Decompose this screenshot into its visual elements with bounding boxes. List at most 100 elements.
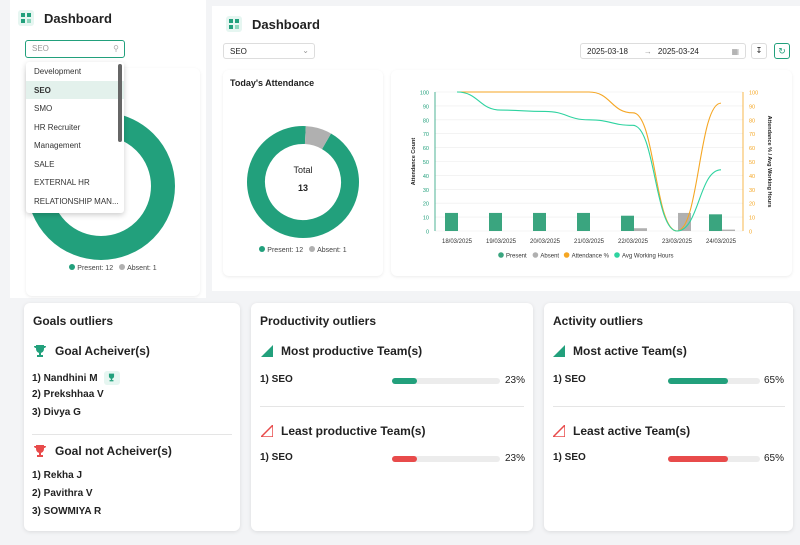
most-active-heading: Most active Team(s) bbox=[553, 344, 687, 358]
goal-achievers-heading: Goal Acheiver(s) bbox=[33, 344, 150, 358]
signal-up-icon bbox=[553, 345, 565, 357]
legend-present-label: Present: 12 bbox=[267, 247, 304, 254]
dropdown-option[interactable]: EXTERNAL HR bbox=[34, 178, 90, 187]
attendance-trend-chart-card: 0 0 10 10 20 20 30 30 40 40 50 50 60 60 70 70 80 80 90 90 10… bbox=[391, 70, 792, 276]
bar-present bbox=[533, 212, 546, 231]
y2-tick-label: 0 bbox=[749, 230, 752, 236]
dashboard-logo-icon bbox=[18, 10, 34, 26]
y2-tick-label: 100 bbox=[749, 91, 758, 97]
activity-title: Activity outliers bbox=[553, 314, 644, 328]
non-achievers-title-text: Goal not Acheiver(s) bbox=[55, 444, 172, 458]
non-achiever-3: 3) SOWMIYA R bbox=[32, 506, 102, 517]
x-tick-label: 20/03/2025 bbox=[530, 239, 561, 245]
dropdown-option[interactable]: RELATIONSHIP MAN... bbox=[34, 196, 119, 206]
x-tick-label: 19/03/2025 bbox=[486, 239, 517, 245]
legend-dot bbox=[563, 252, 570, 258]
attendance-title: Today's Attendance bbox=[230, 78, 315, 88]
dropdown-option[interactable]: HR Recruiter bbox=[34, 122, 81, 132]
dashboard-logo-icon bbox=[226, 16, 242, 32]
most-active-bar bbox=[668, 378, 760, 384]
most-productive-bar-fill bbox=[392, 378, 417, 384]
dropdown-scrollbar[interactable] bbox=[118, 64, 122, 142]
divider bbox=[32, 434, 232, 435]
trophy-icon bbox=[34, 345, 46, 357]
y-tick-label: 40 bbox=[423, 174, 429, 180]
least-productive-bar-fill bbox=[392, 456, 417, 462]
date-from: 2025-03-18 bbox=[587, 46, 628, 56]
productivity-title: Productivity outliers bbox=[260, 314, 377, 328]
team-select[interactable]: SEO ⌄ bbox=[223, 43, 315, 59]
left-title-text: Dashboard bbox=[44, 10, 112, 26]
productivity-outliers-card: Productivity outliers Most productive Te… bbox=[251, 303, 533, 531]
date-to: 2025-03-24 bbox=[657, 46, 699, 56]
divider bbox=[553, 406, 785, 407]
donut-present-slice bbox=[247, 126, 359, 238]
y-tick-label: 100 bbox=[420, 91, 429, 97]
signal-down-icon bbox=[553, 425, 565, 437]
todays-attendance-card: Today's Attendance Total 13 Present: 12 … bbox=[223, 70, 383, 276]
left-legend-absent: Absent: 1 bbox=[127, 265, 157, 272]
legend-label: Attendance % bbox=[572, 254, 610, 260]
y2-tick-label: 50 bbox=[749, 160, 755, 166]
legend-dot bbox=[614, 252, 620, 258]
left-dashboard-title: Dashboard bbox=[18, 10, 112, 26]
y2-tick-label: 40 bbox=[749, 174, 755, 180]
least-active-bar-fill bbox=[668, 456, 728, 462]
signal-up-icon bbox=[261, 345, 273, 357]
y-axis-label: Attendance Count bbox=[411, 138, 417, 186]
refresh-icon: ↻ bbox=[778, 46, 786, 56]
chevron-down-icon: ⌄ bbox=[302, 46, 309, 55]
x-tick-label: 24/03/2025 bbox=[706, 239, 737, 245]
legend-label: Present bbox=[506, 254, 527, 260]
signal-down-icon bbox=[261, 425, 273, 437]
team-search-input[interactable]: SEO ⚲ bbox=[25, 40, 125, 58]
bar-present bbox=[621, 215, 634, 231]
main-dashboard-title: Dashboard bbox=[226, 16, 320, 32]
x-tick-label: 18/03/2025 bbox=[442, 239, 473, 245]
activity-outliers-card: Activity outliers Most active Team(s) 1)… bbox=[544, 303, 793, 531]
calendar-icon: ▦ bbox=[731, 46, 739, 56]
bar-present bbox=[489, 212, 502, 231]
least-productive-heading: Least productive Team(s) bbox=[261, 424, 425, 438]
attendance-trend-chart: 0 0 10 10 20 20 30 30 40 40 50 50 60 60 70 70 80 80 90 90 10… bbox=[411, 91, 772, 260]
team-dropdown[interactable]: Development SEO SMO HR Recruiter Management S… bbox=[26, 62, 124, 213]
bar-present bbox=[577, 212, 590, 231]
chart-legend: Present Absent Attendance % Avg Working Hou… bbox=[498, 252, 673, 260]
attendance-legend: Present: 12 Absent: 1 bbox=[223, 246, 383, 254]
bar-present bbox=[445, 212, 458, 231]
y-tick-label: 70 bbox=[423, 132, 429, 138]
team-search-value: SEO bbox=[32, 44, 49, 53]
goals-title: Goals outliers bbox=[33, 314, 114, 328]
refresh-button[interactable]: ↻ bbox=[774, 43, 790, 59]
trophy-badge-icon bbox=[103, 371, 120, 385]
legend-absent-label: Absent: 1 bbox=[317, 247, 347, 254]
dropdown-option[interactable]: SMO bbox=[34, 104, 53, 113]
dropdown-option[interactable]: Development bbox=[34, 67, 82, 76]
left-legend: Present: 12 Absent: 1 bbox=[26, 264, 200, 272]
donut-center-value: 13 bbox=[298, 183, 308, 193]
least-active-pct: 65% bbox=[764, 453, 785, 464]
most-productive-heading: Most productive Team(s) bbox=[261, 344, 422, 358]
most-active-pct: 65% bbox=[764, 375, 785, 386]
most-productive-bar bbox=[392, 378, 500, 384]
y-tick-label: 50 bbox=[423, 160, 429, 166]
y2-tick-label: 10 bbox=[749, 216, 755, 222]
date-arrow: → bbox=[643, 46, 652, 56]
y2-tick-label: 60 bbox=[749, 146, 755, 152]
divider bbox=[260, 406, 524, 407]
y-tick-label: 30 bbox=[423, 188, 429, 194]
dropdown-option[interactable]: SEO bbox=[26, 80, 124, 99]
most-active-team: 1) SEO bbox=[553, 374, 586, 385]
left-legend-present: Present: 12 bbox=[77, 265, 114, 272]
most-productive-pct: 23% bbox=[505, 375, 526, 386]
goals-outliers-card: Goals outliers Goal Acheiver(s) 1) Nandh… bbox=[24, 303, 240, 531]
dropdown-option[interactable]: SALE bbox=[34, 159, 55, 169]
y-tick-label: 0 bbox=[426, 230, 429, 236]
non-achiever-2: 2) Pavithra V bbox=[32, 488, 93, 499]
most-active-bar-fill bbox=[668, 378, 728, 384]
date-range-picker[interactable]: 2025-03-18 → 2025-03-24 ▦ bbox=[580, 43, 746, 59]
y2-axis-label: Attendance % / Avg Working Hours bbox=[766, 116, 772, 208]
bar-absent bbox=[634, 228, 647, 231]
dropdown-option[interactable]: Management bbox=[34, 141, 81, 150]
download-button[interactable]: ↧ bbox=[751, 43, 767, 59]
